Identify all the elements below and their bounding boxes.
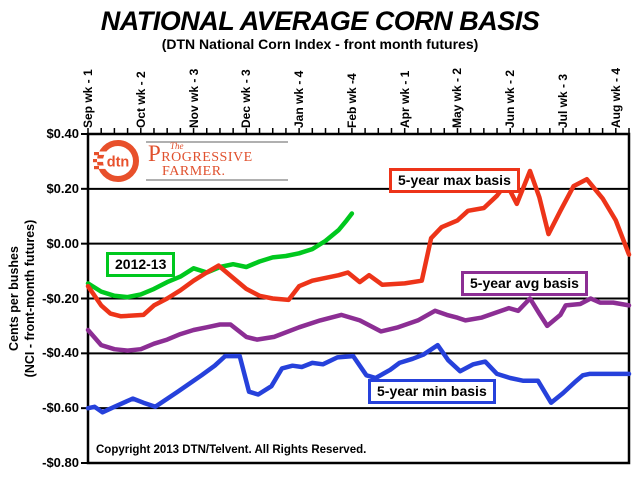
brand-the: The — [170, 141, 184, 151]
series-line-5-year-min-basis — [85, 342, 632, 415]
dtn-logo-icon: dtn — [93, 140, 139, 182]
legend-avg-label: 5-year avg basis — [470, 275, 579, 291]
y-axis-title: Cents per bushes (NCI - front-month futu… — [6, 134, 42, 463]
x-axis-label: Sep wk - 1 — [81, 69, 95, 128]
x-axis-label: Jun wk - 2 — [503, 69, 518, 128]
y-axis-label: -$0.40 — [42, 345, 79, 361]
x-axis-label: Feb wk -4 — [344, 73, 359, 128]
x-axis-label: Jul wk - 3 — [556, 73, 571, 128]
brand-farmer: Farmer. — [162, 164, 226, 179]
series-line-2012-13 — [85, 211, 355, 300]
legend-5-year-max-basis: 5-year max basis — [389, 168, 520, 194]
legend-2012-13-label: 2012-13 — [115, 256, 167, 272]
brand-progressive: Progressive — [148, 141, 253, 166]
x-axis-label: May wk - 2 — [450, 67, 465, 128]
y-axis-label: $0.20 — [46, 180, 79, 196]
y-axis-label: $0.40 — [46, 126, 79, 141]
legend-min-label: 5-year min basis — [377, 383, 487, 399]
y-axis-title-line2: (NCI - front-month futures) — [23, 219, 37, 378]
x-axis-label: Apr wk - 1 — [397, 70, 412, 128]
x-axis-label: Jan wk - 4 — [292, 70, 307, 128]
legend-5-year-min-basis: 5-year min basis — [368, 379, 496, 405]
x-axis-label: Aug wk - 4 — [608, 67, 623, 128]
legend-5-year-avg-basis: 5-year avg basis — [461, 271, 588, 297]
series-line-5-year-max-basis — [85, 168, 632, 319]
y-axis-title-line1: Cents per bushes — [7, 246, 21, 351]
x-axis-label: Oct wk - 2 — [133, 71, 148, 128]
legend-2012-13: 2012-13 — [106, 252, 176, 278]
dtn-progressive-farmer-logo: dtn The Progressive Farmer. — [93, 137, 288, 185]
x-axis-label: Nov wk - 3 — [186, 68, 201, 128]
progressive-farmer-wordmark: The Progressive Farmer. — [146, 141, 288, 181]
series-line-5-year-avg-basis — [85, 296, 632, 353]
y-axis-label: -$0.20 — [42, 290, 79, 306]
y-axis-label: $0.00 — [46, 235, 79, 251]
chart-subtitle: (DTN National Corn Index - front month f… — [161, 36, 479, 52]
y-axis-label: -$0.80 — [42, 455, 79, 470]
chart-title: NATIONAL AVERAGE CORN BASIS — [100, 6, 540, 36]
dtn-logo-text: dtn — [107, 155, 130, 171]
copyright-text: Copyright 2013 DTN/Telvent. All Rights R… — [96, 444, 367, 456]
x-axis-label: Dec wk - 3 — [239, 69, 254, 128]
y-axis-label: -$0.60 — [42, 400, 79, 416]
legend-max-label: 5-year max basis — [398, 172, 511, 188]
